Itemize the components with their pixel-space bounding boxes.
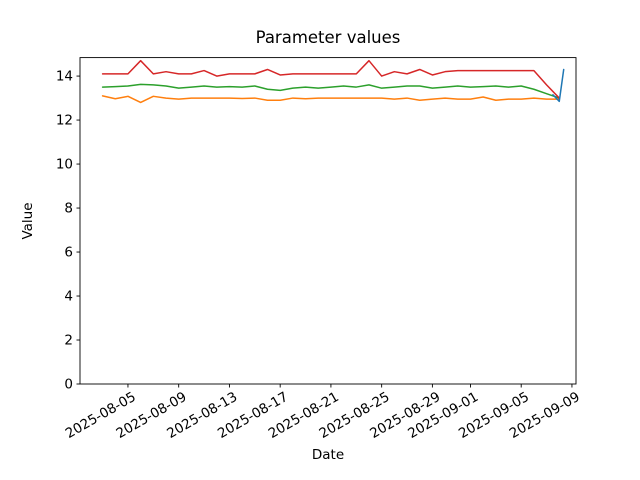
plot-frame: [79, 57, 577, 385]
green-line: [101, 83, 561, 99]
y-tick-label: 0: [64, 377, 73, 393]
y-tick-label: 12: [56, 113, 73, 129]
y-tick-label: 10: [56, 157, 73, 173]
y-tick-label: 6: [64, 245, 73, 261]
y-tick-label: 14: [56, 69, 73, 85]
orange-line: [101, 95, 561, 104]
y-tick-label: 2: [64, 333, 73, 349]
chart-title: Parameter values: [255, 28, 401, 47]
y-tick-label: 4: [64, 289, 73, 305]
blue-line: [552, 68, 565, 103]
x-axis-label: Date: [311, 447, 345, 463]
y-axis-label: Value: [20, 202, 36, 240]
y-tick-label: 8: [64, 201, 73, 217]
red-line: [101, 59, 561, 99]
